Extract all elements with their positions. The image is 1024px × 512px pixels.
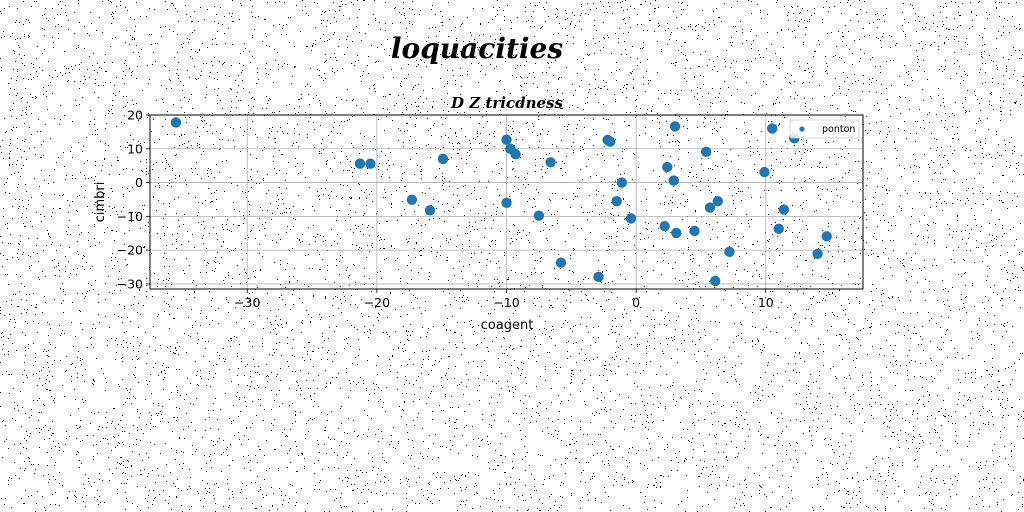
scatter-point xyxy=(555,257,567,268)
scatter-point xyxy=(365,158,376,169)
scatter-point xyxy=(671,227,682,239)
scatter-point xyxy=(669,121,681,132)
scatter-point xyxy=(170,117,182,128)
scatter-point xyxy=(689,225,700,237)
scatter-point xyxy=(773,223,784,235)
scatter-point xyxy=(533,210,545,221)
x-tick-label: −20 xyxy=(364,295,390,310)
scatter-point xyxy=(759,166,770,178)
scatter-point xyxy=(616,177,628,188)
scatter-point xyxy=(778,204,790,215)
scatter-point xyxy=(724,246,735,258)
scatter-point xyxy=(605,136,616,147)
scatter-point xyxy=(625,213,637,224)
x-tick-label: −10 xyxy=(493,295,519,310)
legend-marker xyxy=(799,126,805,132)
scatter-point xyxy=(437,153,449,165)
scatter-point xyxy=(767,123,778,134)
axes-title: D Z tricdness xyxy=(450,94,563,112)
y-tick-label: 20 xyxy=(127,108,143,123)
x-axis-label: coagent xyxy=(481,318,534,333)
scatter-point xyxy=(611,195,622,207)
scatter-point xyxy=(704,202,716,213)
scatter-point xyxy=(510,148,521,160)
y-axis-label: cimbri xyxy=(93,182,108,223)
scatter-point xyxy=(593,271,604,283)
scatter-point xyxy=(821,231,832,242)
y-axis-ticks: −30 −20 −10 0 10 20 xyxy=(117,108,150,291)
y-tick-label: −10 xyxy=(117,209,143,224)
scatter-point xyxy=(545,157,556,168)
legend-label: ponton xyxy=(822,124,855,135)
scatter-point xyxy=(424,205,436,216)
scatter-point xyxy=(501,134,512,145)
figure-title: loquacities xyxy=(391,32,563,65)
x-tick-label: 10 xyxy=(758,295,774,310)
data-points xyxy=(170,117,832,287)
scatter-point xyxy=(710,275,721,287)
x-axis-ticks: −30 −20 −10 0 10 xyxy=(234,289,774,310)
y-tick-label: 0 xyxy=(135,175,143,190)
scatter-point xyxy=(501,197,512,209)
scatter-point xyxy=(668,175,679,186)
legend-box xyxy=(789,119,860,139)
y-tick-label: −30 xyxy=(117,276,143,291)
y-tick-label: 10 xyxy=(127,141,143,156)
scatter-point xyxy=(712,195,724,207)
x-tick-label: 0 xyxy=(632,295,640,310)
x-tick-label: −30 xyxy=(234,295,260,310)
scatter-point xyxy=(662,161,673,173)
legend: ponton xyxy=(789,119,860,139)
scatter-point xyxy=(700,146,712,158)
scatter-point xyxy=(812,248,823,260)
y-tick-label: −20 xyxy=(117,243,143,258)
scatter-point xyxy=(659,220,670,232)
scatter-point xyxy=(354,158,366,169)
scatter-point xyxy=(406,194,418,206)
